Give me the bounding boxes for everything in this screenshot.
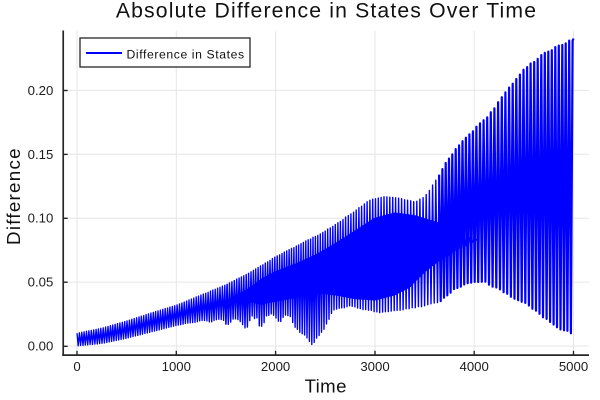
svg-text:0.00: 0.00	[28, 339, 54, 354]
svg-text:0.15: 0.15	[28, 147, 54, 162]
svg-text:0: 0	[73, 359, 80, 374]
svg-text:Difference: Difference	[3, 147, 24, 245]
svg-text:0.20: 0.20	[28, 83, 54, 98]
svg-text:Time: Time	[305, 376, 347, 397]
svg-text:Difference in States: Difference in States	[127, 47, 245, 61]
svg-text:0.10: 0.10	[28, 211, 54, 226]
svg-text:4000: 4000	[460, 359, 489, 374]
svg-text:0.05: 0.05	[28, 275, 54, 290]
svg-text:5000: 5000	[559, 359, 588, 374]
svg-text:Absolute Difference in States: Absolute Difference in States Over Time	[116, 0, 537, 23]
svg-text:3000: 3000	[360, 359, 389, 374]
svg-text:2000: 2000	[261, 359, 290, 374]
svg-text:1000: 1000	[162, 359, 191, 374]
